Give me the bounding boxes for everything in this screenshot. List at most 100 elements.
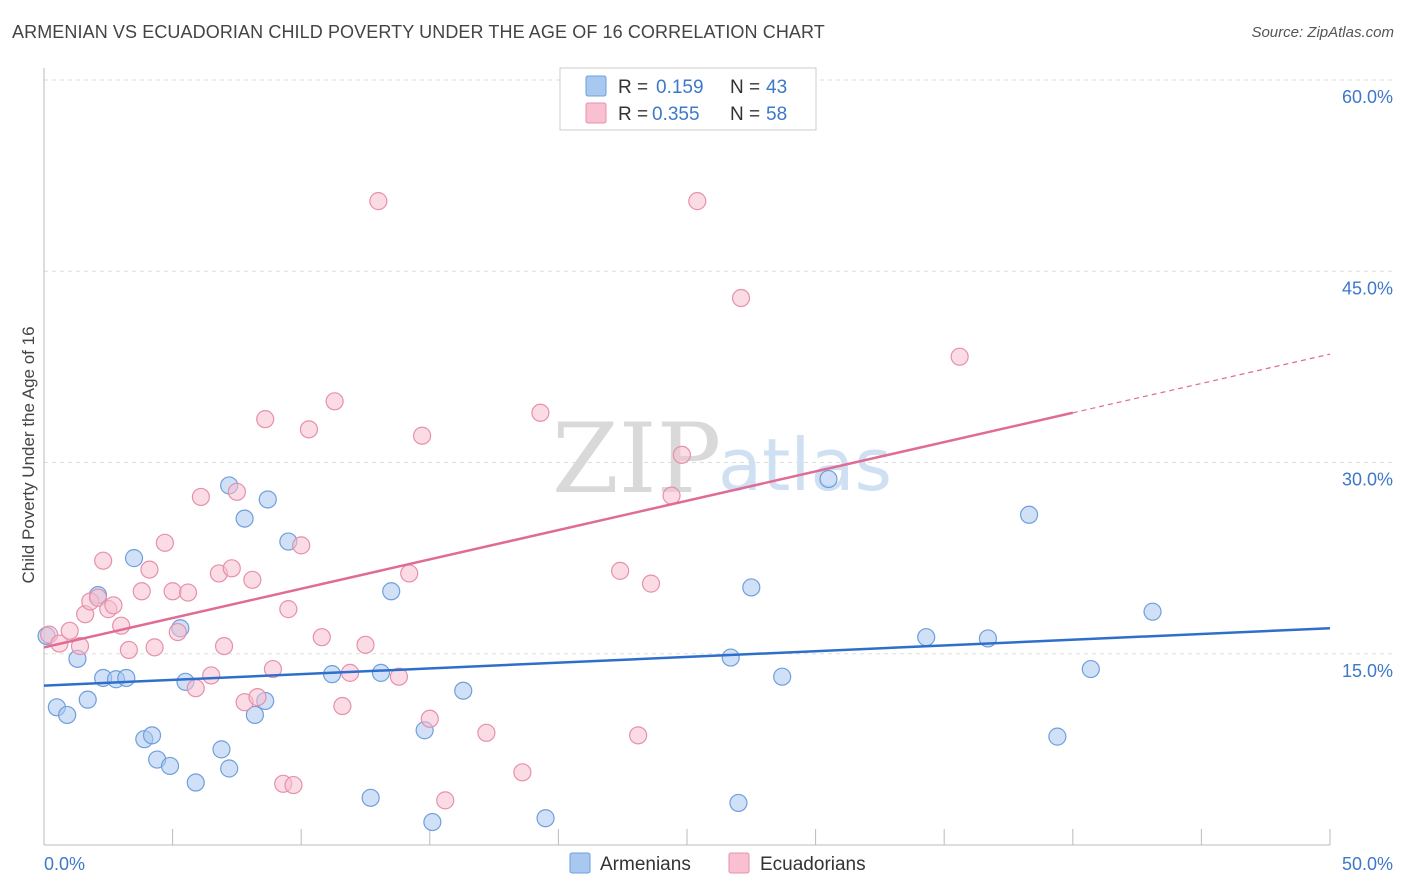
point-armenians-35	[819, 469, 838, 489]
bottom-legend-label-armenians: Armenians	[600, 854, 691, 875]
point-armenians-32	[729, 793, 748, 813]
legend-n-label-armenians: N =	[730, 77, 760, 98]
point-ecuadorians-7	[94, 551, 113, 570]
point-ecuadorians-56	[731, 288, 751, 308]
point-armenians-21	[258, 490, 277, 509]
point-armenians-17	[212, 740, 231, 759]
point-ecuadorians-20	[191, 487, 210, 507]
point-armenians-16	[186, 773, 205, 792]
legend-r-label-ecuadorians: R =	[618, 104, 648, 125]
point-armenians-20	[245, 705, 265, 725]
point-ecuadorians-47	[477, 723, 496, 742]
point-ecuadorians-34	[292, 536, 311, 555]
legend-swatch-armenians	[585, 75, 607, 97]
legend-n-value-ecuadorians: 58	[766, 104, 787, 125]
point-armenians-13	[160, 756, 180, 776]
chart-title: ARMENIAN VS ECUADORIAN CHILD POVERTY UND…	[12, 22, 825, 42]
point-ecuadorians-3	[70, 636, 90, 656]
point-armenians-36	[917, 628, 936, 647]
point-ecuadorians-42	[389, 667, 409, 686]
point-ecuadorians-45	[420, 709, 439, 728]
y-tick-label-3: 60.0%	[1342, 87, 1393, 107]
point-ecuadorians-32	[279, 600, 298, 619]
x-tick-label-1: 50.0%	[1342, 854, 1393, 874]
point-ecuadorians-43	[400, 564, 419, 583]
point-ecuadorians-51	[629, 726, 648, 745]
point-ecuadorians-49	[531, 403, 550, 422]
point-ecuadorians-21	[202, 666, 221, 685]
bottom-legend-swatch-ecuadorians	[728, 852, 750, 874]
point-ecuadorians-57	[950, 347, 969, 366]
legend-r-value-armenians: 0.159	[656, 77, 704, 98]
point-ecuadorians-12	[132, 582, 151, 601]
bottom-legend-label-ecuadorians: Ecuadorians	[760, 854, 866, 875]
point-armenians-28	[423, 812, 442, 832]
point-ecuadorians-27	[243, 570, 262, 589]
point-ecuadorians-28	[248, 687, 267, 707]
point-ecuadorians-24	[222, 559, 241, 578]
axes	[43, 68, 1331, 846]
legend-n-label-ecuadorians: N =	[730, 104, 760, 125]
point-ecuadorians-17	[168, 622, 187, 642]
point-armenians-4	[78, 690, 97, 709]
trend-line-ecuadorians	[43, 411, 1074, 649]
point-ecuadorians-9	[104, 596, 123, 615]
point-ecuadorians-53	[662, 486, 681, 505]
trend-line-dashed-ecuadorians	[1072, 353, 1331, 414]
point-armenians-34	[773, 667, 792, 686]
point-armenians-29	[454, 681, 473, 700]
point-ecuadorians-38	[333, 696, 352, 716]
point-ecuadorians-50	[611, 561, 630, 580]
point-ecuadorians-52	[641, 574, 661, 593]
legend-box: R = 0.159 N = 43 R = 0.355 N = 58	[559, 67, 817, 131]
point-ecuadorians-23	[214, 636, 234, 656]
legend-swatch-ecuadorians	[585, 102, 607, 124]
point-ecuadorians-25	[227, 482, 246, 501]
point-armenians-9	[124, 549, 144, 568]
point-ecuadorians-2	[60, 621, 79, 640]
point-ecuadorians-44	[412, 426, 432, 445]
point-ecuadorians-6	[88, 588, 108, 607]
point-armenians-38	[1019, 505, 1039, 524]
point-ecuadorians-16	[163, 582, 182, 601]
data-points	[37, 192, 1162, 832]
point-armenians-11	[142, 726, 162, 745]
point-armenians-39	[1048, 727, 1067, 746]
y-tick-label-1: 30.0%	[1342, 470, 1393, 490]
point-ecuadorians-54	[672, 445, 691, 464]
point-ecuadorians-11	[119, 640, 138, 660]
point-ecuadorians-35	[299, 420, 319, 439]
y-axis-title: Child Poverty Under the Age of 16	[19, 326, 38, 583]
point-ecuadorians-14	[145, 638, 164, 657]
point-ecuadorians-41	[369, 192, 388, 211]
watermark: ZIP atlas	[552, 403, 892, 515]
point-ecuadorians-19	[186, 679, 205, 698]
x-tick-labels: 0.0% 50.0%	[44, 854, 1393, 874]
point-armenians-24	[361, 788, 380, 807]
y-tick-label-0: 15.0%	[1342, 661, 1393, 681]
chart-source: Source: ZipAtlas.com	[1251, 24, 1394, 41]
point-ecuadorians-37	[325, 392, 344, 411]
point-ecuadorians-29	[256, 410, 275, 429]
point-armenians-2	[58, 705, 77, 725]
trend-lines	[43, 353, 1331, 687]
point-armenians-18	[220, 759, 239, 778]
bottom-legend: Armenians Ecuadorians	[569, 852, 866, 875]
point-ecuadorians-40	[356, 635, 375, 654]
point-armenians-25	[371, 663, 391, 682]
point-ecuadorians-55	[688, 192, 707, 211]
bottom-legend-swatch-armenians	[569, 852, 591, 874]
x-tick-label-0: 0.0%	[44, 854, 85, 874]
point-armenians-8	[117, 668, 136, 688]
legend-r-value-ecuadorians: 0.355	[652, 104, 700, 125]
point-armenians-31	[721, 648, 740, 667]
legend-n-value-armenians: 43	[766, 77, 787, 98]
point-ecuadorians-36	[312, 628, 331, 647]
point-armenians-30	[536, 809, 555, 828]
point-armenians-19	[235, 509, 254, 528]
point-armenians-33	[742, 578, 761, 597]
grid-lines	[44, 79, 1392, 655]
y-tick-label-2: 45.0%	[1342, 278, 1393, 298]
point-armenians-41	[1143, 602, 1162, 621]
